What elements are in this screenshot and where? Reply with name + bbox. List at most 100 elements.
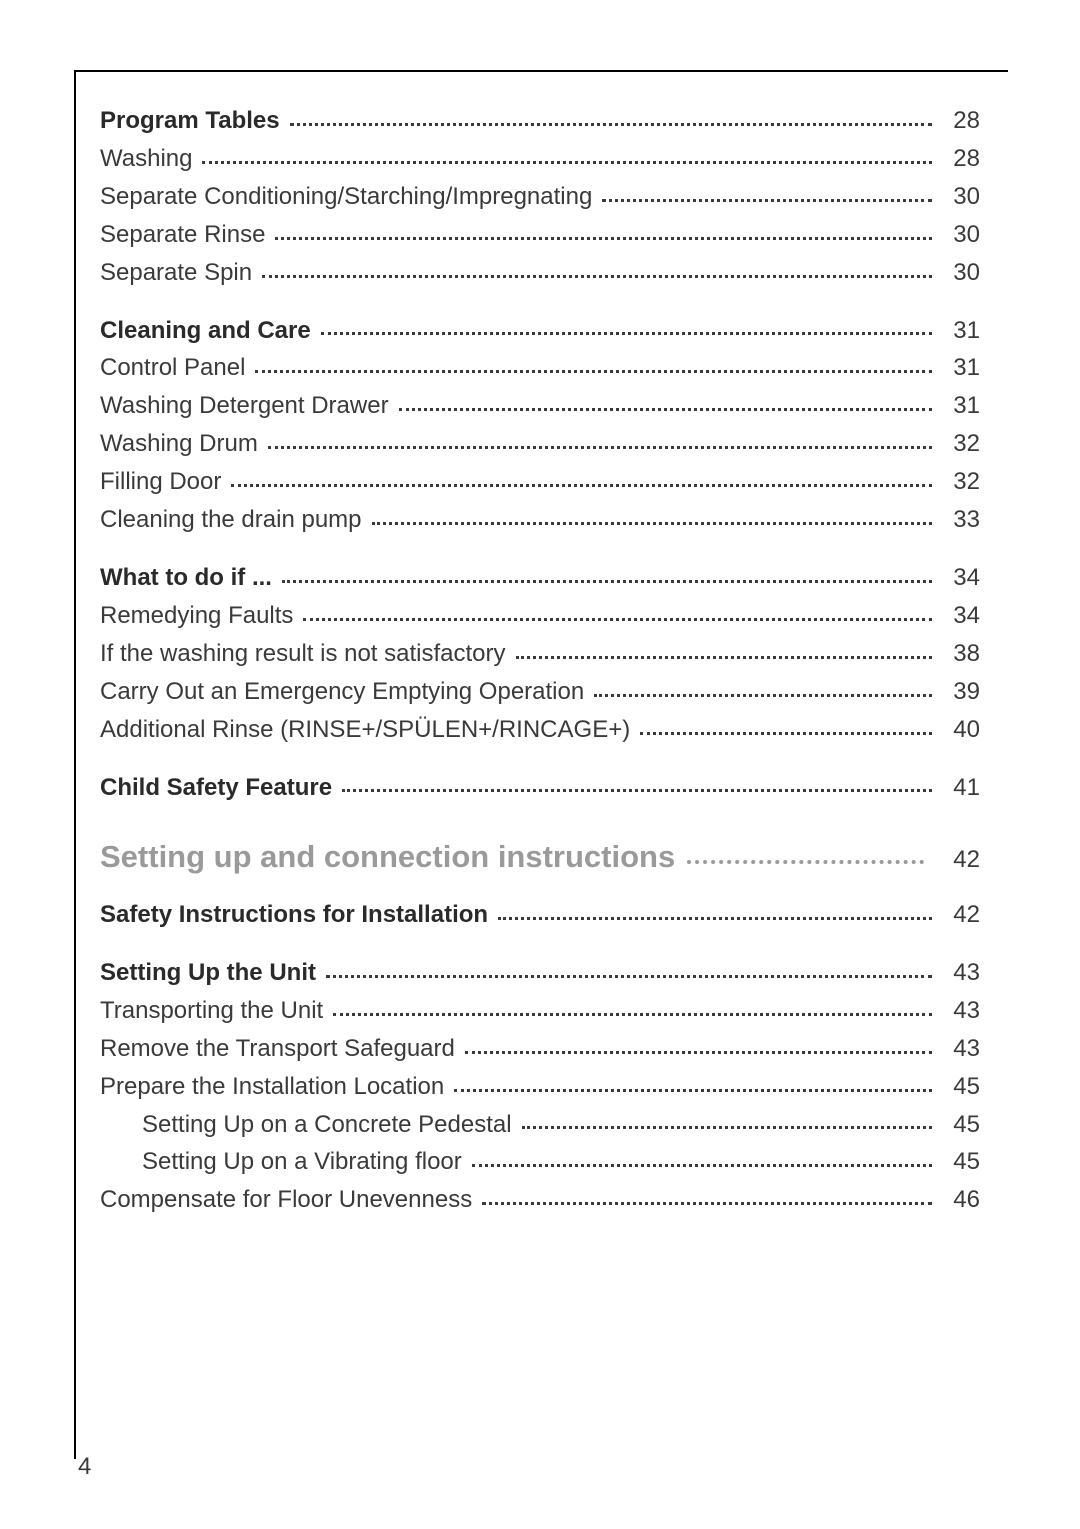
toc-leader-dots: [465, 1051, 932, 1054]
toc-entry: Remedying Faults 34: [100, 597, 980, 635]
toc-entry: Transporting the Unit 43: [100, 992, 980, 1030]
toc-entry-title: Safety Instructions for Installation: [100, 896, 488, 934]
toc-entry-page: 30: [940, 178, 980, 216]
toc-leader-dots: [333, 1013, 932, 1016]
toc-entry-page: 45: [940, 1068, 980, 1106]
toc-entry-page: 31: [940, 312, 980, 350]
toc-leader-dots: [290, 123, 932, 126]
toc-entry-title: Setting Up on a Concrete Pedestal: [100, 1106, 512, 1144]
toc-content: Program Tables28Washing28Separate Condit…: [100, 102, 980, 1239]
toc-section: Child Safety Feature41: [100, 769, 980, 807]
toc-leader-dots: [640, 732, 932, 735]
toc-leader-dots: [255, 370, 932, 373]
toc-entry: Child Safety Feature41: [100, 769, 980, 807]
toc-leader-dots: [275, 237, 932, 240]
toc-entry: Setting Up the Unit 43: [100, 954, 980, 992]
toc-entry-page: 41: [940, 769, 980, 807]
toc-heading-page: 42: [934, 841, 980, 879]
toc-entry-page: 33: [940, 501, 980, 539]
toc-entry-title: Transporting the Unit: [100, 992, 323, 1030]
toc-entry-page: 32: [940, 425, 980, 463]
toc-leader-dots: [594, 694, 932, 697]
toc-entry: Control Panel 31: [100, 349, 980, 387]
toc-entry-page: 38: [940, 635, 980, 673]
toc-leader-dots: [372, 522, 932, 525]
toc-entry-page: 34: [940, 597, 980, 635]
toc-entry-page: 28: [940, 140, 980, 178]
toc-entry-page: 43: [940, 1030, 980, 1068]
toc-entry-page: 30: [940, 216, 980, 254]
toc-leader-dots: [516, 656, 932, 659]
toc-leader-dots: [498, 917, 932, 920]
toc-entry: Additional Rinse (RINSE+/SPÜLEN+/RINCAGE…: [100, 711, 980, 749]
toc-entry: Cleaning the drain pump 33: [100, 501, 980, 539]
toc-entry-title: Separate Spin: [100, 254, 252, 292]
toc-leader-dots: [454, 1089, 932, 1092]
toc-entry-page: 32: [940, 463, 980, 501]
toc-leader-dots: [303, 618, 932, 621]
toc-entry: Cleaning and Care 31: [100, 312, 980, 350]
toc-entry-title: Compensate for Floor Unevenness: [100, 1181, 472, 1219]
toc-section: Setting Up the Unit43Transporting the Un…: [100, 954, 980, 1219]
toc-leader-dots: [342, 789, 932, 792]
toc-entry: Safety Instructions for Installation 42: [100, 896, 980, 934]
toc-entry-page: 31: [940, 349, 980, 387]
toc-entry-title: Remedying Faults: [100, 597, 293, 635]
toc-entry-title: Control Panel: [100, 349, 245, 387]
document-page: Program Tables28Washing28Separate Condit…: [0, 0, 1080, 1529]
toc-leader-dots: [399, 408, 932, 411]
toc-entry: Program Tables28: [100, 102, 980, 140]
toc-entry: Compensate for Floor Unevenness 46: [100, 1181, 980, 1219]
toc-section: Safety Instructions for Installation 42: [100, 896, 980, 934]
toc-entry-page: 45: [940, 1106, 980, 1144]
toc-entry: If the washing result is not satisfactor…: [100, 635, 980, 673]
toc-entry: Washing Detergent Drawer 31: [100, 387, 980, 425]
toc-entry-page: 40: [940, 711, 980, 749]
toc-entry-title: Carry Out an Emergency Emptying Operatio…: [100, 673, 584, 711]
toc-entry: Setting Up on a Concrete Pedestal 45: [100, 1106, 980, 1144]
toc-entry-title: Setting Up the Unit: [100, 954, 316, 992]
toc-leader-dots: [687, 860, 924, 864]
toc-section: Program Tables28Washing28Separate Condit…: [100, 102, 980, 292]
toc-entry-title: Cleaning and Care: [100, 312, 311, 350]
toc-leader-dots: [482, 1202, 932, 1205]
toc-entry-page: 43: [940, 954, 980, 992]
toc-leader-dots: [602, 199, 932, 202]
toc-leader-dots: [268, 446, 932, 449]
toc-leader-dots: [522, 1126, 932, 1129]
toc-leader-dots: [262, 275, 932, 278]
toc-entry-page: 43: [940, 992, 980, 1030]
toc-entry-page: 31: [940, 387, 980, 425]
page-number: 4: [78, 1453, 91, 1481]
toc-entry-title: Washing Detergent Drawer: [100, 387, 389, 425]
toc-entry: Filling Door32: [100, 463, 980, 501]
toc-entry-title: Setting Up on a Vibrating floor: [100, 1143, 462, 1181]
toc-leader-dots: [202, 161, 932, 164]
toc-heading: Setting up and connection instructions 42: [100, 832, 980, 882]
toc-leader-dots: [321, 332, 932, 335]
toc-entry-page: 46: [940, 1181, 980, 1219]
toc-entry-title: Separate Rinse: [100, 216, 265, 254]
toc-leader-dots: [282, 580, 932, 583]
toc-entry: What to do if ...34: [100, 559, 980, 597]
toc-leader-dots: [472, 1164, 932, 1167]
toc-entry: Separate Rinse 30: [100, 216, 980, 254]
toc-section: Cleaning and Care31Control Panel31Washin…: [100, 312, 980, 539]
toc-entry-page: 39: [940, 673, 980, 711]
toc-entry: Separate Conditioning/Starching/Impregna…: [100, 178, 980, 216]
toc-entry-title: Washing Drum: [100, 425, 258, 463]
toc-entry-page: 34: [940, 559, 980, 597]
toc-entry-title: Cleaning the drain pump: [100, 501, 362, 539]
toc-entry-title: Separate Conditioning/Starching/Impregna…: [100, 178, 592, 216]
toc-entry: Remove the Transport Safeguard 43: [100, 1030, 980, 1068]
toc-entry-title: Additional Rinse (RINSE+/SPÜLEN+/RINCAGE…: [100, 711, 630, 749]
toc-entry-title: Remove the Transport Safeguard: [100, 1030, 455, 1068]
toc-entry-page: 42: [940, 896, 980, 934]
toc-heading-title: Setting up and connection instructions: [100, 832, 675, 882]
toc-entry: Carry Out an Emergency Emptying Operatio…: [100, 673, 980, 711]
toc-entry-page: 45: [940, 1143, 980, 1181]
toc-entry: Prepare the Installation Location45: [100, 1068, 980, 1106]
toc-entry: Washing Drum 32: [100, 425, 980, 463]
toc-section: What to do if ...34Remedying Faults34If …: [100, 559, 980, 749]
toc-entry-page: 30: [940, 254, 980, 292]
